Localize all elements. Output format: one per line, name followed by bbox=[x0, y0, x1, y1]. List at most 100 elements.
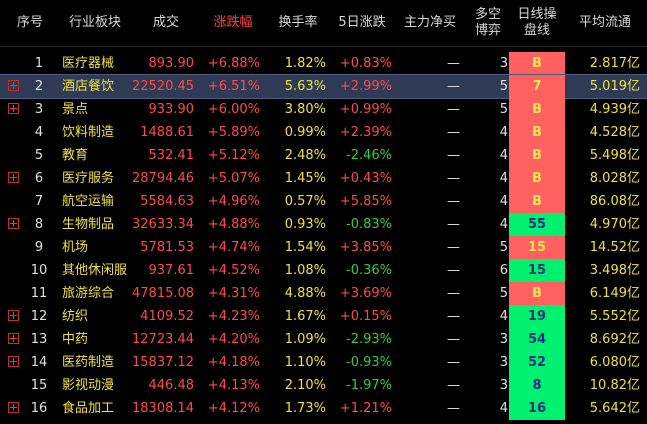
avg-float-value: 6.149亿 bbox=[589, 286, 640, 301]
industry-name[interactable]: 医药制造 bbox=[62, 355, 115, 370]
header-volume[interactable]: 成交 bbox=[152, 15, 179, 30]
five-day-change-value: +5.85% bbox=[339, 194, 392, 209]
table-row[interactable]: 4 饮料制造 1488.61 +5.89% 0.99% +2.39% —4 B 4.528亿 bbox=[0, 121, 647, 144]
change-pct-value: +4.96% bbox=[207, 194, 260, 209]
expand-plus-icon[interactable] bbox=[8, 356, 19, 367]
expand-plus-icon[interactable] bbox=[8, 103, 19, 114]
avg-float-value: 4.939亿 bbox=[589, 102, 640, 117]
industry-name[interactable]: 景点 bbox=[62, 102, 89, 117]
row-index: 7 bbox=[34, 194, 44, 209]
industry-name[interactable]: 食品加工 bbox=[62, 401, 115, 416]
table-row[interactable]: 3 景点 933.90 +6.00% 3.80% +0.99% — 5 B 4.939亿 bbox=[0, 98, 647, 121]
five-day-change-value: +2.39% bbox=[339, 125, 392, 140]
change-pct-value: +4.52% bbox=[207, 263, 260, 278]
industry-name[interactable]: 医疗服务 bbox=[62, 171, 115, 186]
header-daily-line[interactable]: 日线操 盘线 bbox=[517, 7, 557, 38]
table-row[interactable]: 10 其他休闲服 937.61 +4.52% 1.08% -0.36% — 6 15 3.498亿 bbox=[0, 259, 647, 282]
turnover-value: 1.82% bbox=[284, 56, 326, 71]
avg-float-value: 4.970亿 bbox=[589, 217, 640, 232]
industry-name[interactable]: 其他休闲服 bbox=[62, 263, 128, 278]
table-row[interactable]: 9 机场 5781.53 +4.74% 1.54% +3.85% — 5 15 14.52亿 bbox=[0, 236, 647, 259]
volume-value: 5781.53 bbox=[140, 240, 194, 255]
table-row[interactable]: 7 航空运输 5584.63 +4.96% 0.57% +5.85% — 4 B 86.08亿 bbox=[0, 190, 647, 213]
industry-name[interactable]: 饮料制造 bbox=[62, 125, 115, 140]
row-index: 12 bbox=[30, 309, 48, 324]
row-index: 16 bbox=[30, 401, 48, 416]
table-row[interactable]: 2 酒店餐饮 22520.45 +6.51% 5.63% +2.99% — 5 7 5.019亿 bbox=[0, 74, 647, 99]
main-net-buy-value: — bbox=[447, 79, 460, 94]
industry-name[interactable]: 教育 bbox=[62, 148, 89, 163]
table-row[interactable]: 6 医疗服务 28794.46 +5.07% 1.45% +0.43% — 4 B 8.028亿 bbox=[0, 167, 647, 190]
table-row[interactable]: 12 纺织 4109.52 +4.23% 1.67% +0.15% — 4 19 5.552亿 bbox=[0, 305, 647, 328]
five-day-change-value: -1.97% bbox=[346, 378, 392, 393]
table-row[interactable]: 13 中药 12723.44 +4.20% 1.09% -2.93% — 3 54 8.692亿 bbox=[0, 328, 647, 351]
change-pct-value: +4.74% bbox=[207, 240, 260, 255]
table-row[interactable]: 14 医药制造 15837.12 +4.18% 1.10% -0.93% — 3 52 6.080… bbox=[0, 351, 647, 374]
five-day-change-value: +0.43% bbox=[339, 171, 392, 186]
five-day-change-value: +0.99% bbox=[339, 102, 392, 117]
industry-name[interactable]: 旅游综合 bbox=[62, 286, 115, 301]
main-net-buy-value: — bbox=[447, 263, 460, 278]
five-day-change-value: +0.15% bbox=[339, 309, 392, 324]
industry-name[interactable]: 航空运输 bbox=[62, 194, 115, 209]
turnover-value: 1.08% bbox=[284, 263, 326, 278]
long-short-value: 3 bbox=[499, 355, 508, 370]
table-row[interactable]: 15 影视动漫 446.48 +4.13% 2.10% -1.97% — 3 8 10.82亿 bbox=[0, 374, 647, 397]
long-short-value: 4 bbox=[499, 401, 508, 416]
industry-name[interactable]: 生物制品 bbox=[62, 217, 115, 232]
header-avg-float[interactable]: 平均流通 bbox=[578, 15, 631, 30]
five-day-change-value: +3.85% bbox=[339, 240, 392, 255]
daily-line-badge: 8 bbox=[509, 374, 565, 397]
industry-name[interactable]: 影视动漫 bbox=[62, 378, 115, 393]
expand-plus-icon[interactable] bbox=[8, 402, 19, 413]
daily-line-badge: B bbox=[509, 190, 565, 213]
header-main-net-buy[interactable]: 主力净买 bbox=[403, 15, 456, 30]
industry-name[interactable]: 中药 bbox=[62, 332, 89, 347]
main-net-buy-value: — bbox=[447, 125, 460, 140]
long-short-value: 3 bbox=[499, 332, 508, 347]
change-pct-value: +4.18% bbox=[207, 355, 260, 370]
avg-float-value: 14.52亿 bbox=[589, 240, 640, 255]
long-short-value: 5 bbox=[499, 240, 508, 255]
long-short-value: 4 bbox=[499, 148, 508, 163]
turnover-value: 2.48% bbox=[284, 148, 326, 163]
change-pct-value: +4.20% bbox=[207, 332, 260, 347]
industry-name[interactable]: 机场 bbox=[62, 240, 89, 255]
avg-float-value: 8.028亿 bbox=[589, 171, 640, 186]
table-row[interactable]: 8 生物制品 32633.34 +4.88% 0.93% -0.83% — 4 55 4.970亿 bbox=[0, 213, 647, 236]
volume-value: 1488.61 bbox=[140, 125, 194, 140]
header-change-pct[interactable]: 涨跌幅 bbox=[213, 15, 253, 30]
table-row[interactable]: 16 食品加工 18308.14 +4.12% 1.73% +1.21% —4 16 5.642… bbox=[0, 397, 647, 420]
main-net-buy-value: — bbox=[447, 102, 460, 117]
turnover-value: 1.67% bbox=[284, 309, 326, 324]
table-row[interactable]: 11 旅游综合 47815.08 +4.31% 4.88% +3.69% — 5 B 6.149亿 bbox=[0, 282, 647, 305]
table-row[interactable]: 5 教育 532.41 +5.12% 2.48% -2.46% — 4 B 5.498亿 bbox=[0, 144, 647, 167]
long-short-value: 6 bbox=[499, 263, 508, 278]
table-row[interactable]: 1 医疗器械 893.90 +6.88% 1.82% +0.83% — 3 B 2.817亿 bbox=[0, 52, 647, 75]
expand-plus-icon[interactable] bbox=[8, 80, 19, 91]
industry-name[interactable]: 医疗器械 bbox=[62, 56, 115, 71]
expand-plus-icon[interactable] bbox=[8, 310, 19, 321]
header-turnover[interactable]: 换手率 bbox=[278, 15, 318, 30]
daily-line-badge: 19 bbox=[509, 305, 565, 328]
change-pct-value: +4.88% bbox=[207, 217, 260, 232]
header-industry[interactable]: 行业板块 bbox=[68, 15, 121, 30]
header-long-short[interactable]: 多空 博弈 bbox=[474, 7, 501, 38]
change-pct-value: +4.12% bbox=[207, 401, 260, 416]
daily-line-badge: 7 bbox=[509, 75, 565, 98]
expand-plus-icon[interactable] bbox=[8, 172, 19, 183]
header-index[interactable]: 序号 bbox=[16, 15, 43, 30]
expand-plus-icon[interactable] bbox=[8, 218, 19, 229]
header-5day-change[interactable]: 5日涨跌 bbox=[338, 15, 386, 30]
expand-plus-icon[interactable] bbox=[8, 333, 19, 344]
daily-line-badge: B bbox=[509, 98, 565, 121]
volume-value: 5584.63 bbox=[140, 194, 194, 209]
main-net-buy-value: — bbox=[447, 355, 460, 370]
volume-value: 532.41 bbox=[148, 148, 195, 163]
industry-name[interactable]: 纺织 bbox=[62, 309, 89, 324]
change-pct-value: +6.51% bbox=[207, 79, 260, 94]
volume-value: 937.61 bbox=[148, 263, 195, 278]
industry-name[interactable]: 酒店餐饮 bbox=[62, 79, 115, 94]
main-net-buy-value: — bbox=[447, 286, 460, 301]
avg-float-value: 3.498亿 bbox=[589, 263, 640, 278]
